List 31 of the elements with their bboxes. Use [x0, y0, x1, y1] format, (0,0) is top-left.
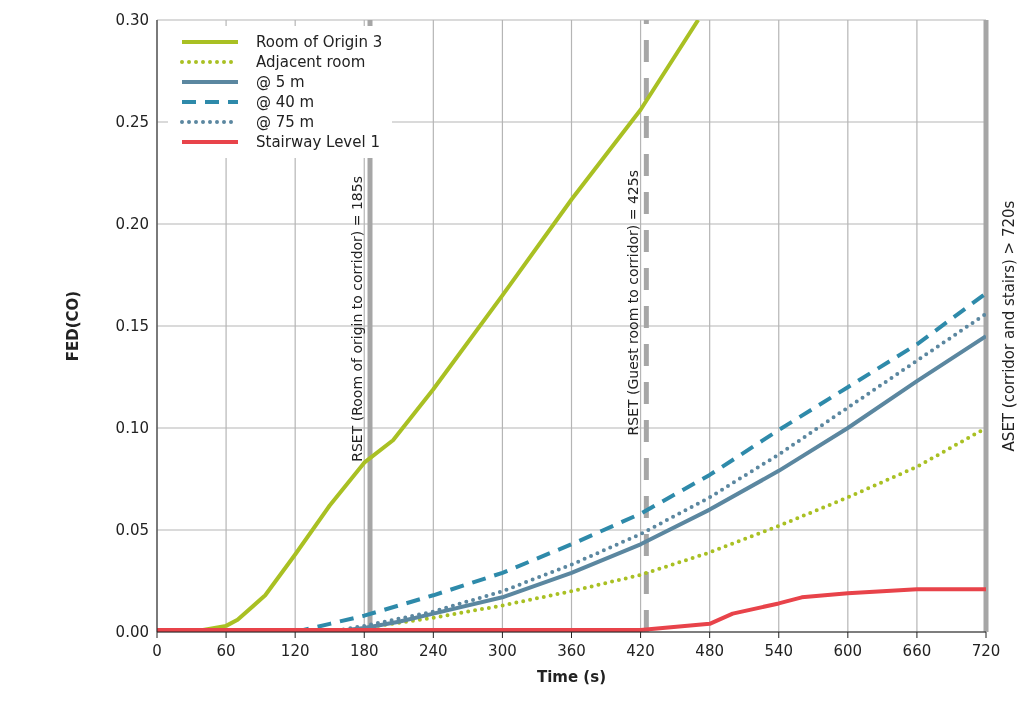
ref-line-label: RSET (Room of origin to corridor) = 185s	[349, 176, 366, 462]
y-tick-label: 0.25	[115, 113, 149, 132]
x-tick-label: 360	[557, 642, 586, 660]
x-tick-label: 600	[833, 642, 863, 660]
ref-line-label: ASET (corridor and stairs) > 720s	[1000, 200, 1018, 452]
legend-label: @ 40 m	[256, 93, 315, 111]
x-tick-label: 420	[626, 642, 655, 660]
x-axis-title: Time (s)	[536, 668, 607, 686]
legend-label: @ 5 m	[256, 73, 305, 91]
legend-label: Stairway Level 1	[256, 133, 380, 151]
y-tick-label: 0.00	[115, 623, 149, 642]
y-tick-label: 0.05	[115, 521, 149, 540]
y-tick-label: 0.30	[115, 11, 149, 30]
x-tick-label: 60	[216, 642, 236, 660]
y-tick-label: 0.20	[115, 215, 149, 234]
x-tick-label: 540	[764, 642, 794, 660]
x-tick-label: 180	[349, 642, 379, 660]
x-tick-label: 720	[971, 642, 1001, 660]
y-tick-label: 0.10	[115, 419, 149, 438]
x-tick-label: 240	[419, 642, 448, 660]
x-tick-label: 300	[488, 642, 517, 660]
legend-label: Adjacent room	[256, 53, 366, 71]
legend-label: @ 75 m	[256, 113, 315, 131]
y-tick-label: 0.15	[115, 317, 149, 336]
x-tick-label: 480	[695, 642, 724, 660]
x-tick-label: 120	[280, 642, 310, 660]
x-tick-label: 660	[902, 642, 932, 660]
legend-label: Room of Origin 3	[256, 33, 383, 51]
x-tick-label: 0	[152, 642, 162, 660]
y-axis-title: FED(CO)	[64, 290, 83, 362]
ref-line-label: RSET (Guest room to corridor) = 425s	[625, 170, 642, 436]
